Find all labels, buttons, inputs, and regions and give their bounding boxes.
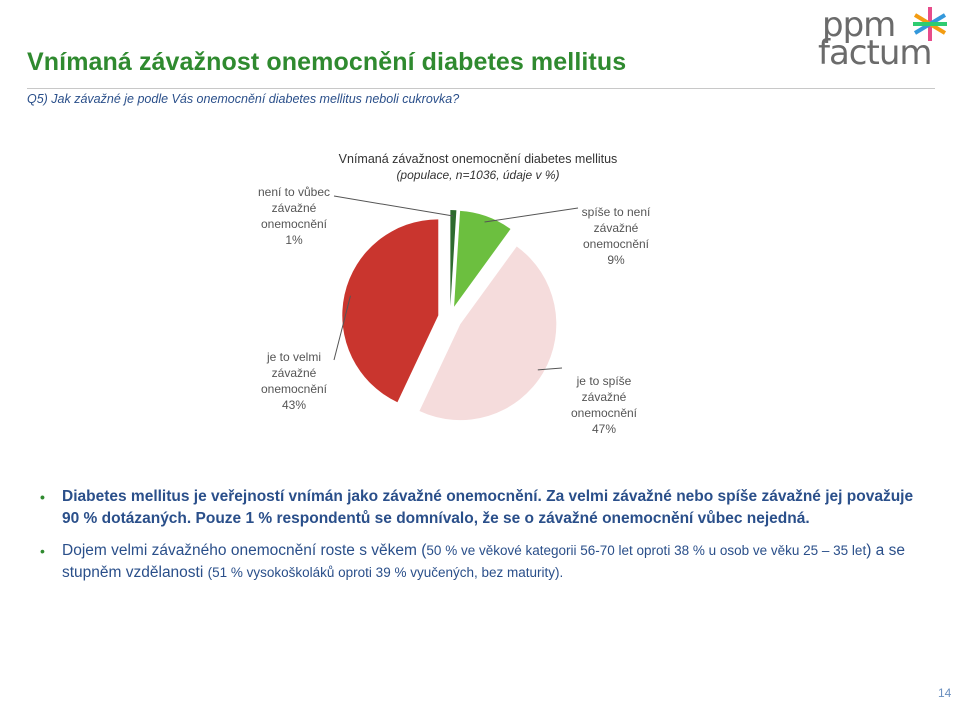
bullet-icon: •	[40, 543, 45, 559]
ppm-factum-logo: ppm factum	[818, 4, 948, 73]
pie-chart: Vnímaná závažnost onemocnění diabetes me…	[258, 152, 651, 436]
finding-1-text: Diabetes mellitus je veřejností vnímán j…	[62, 488, 914, 527]
slice-label-2: je to spíše závažné onemocnění 47%	[571, 374, 638, 436]
pie-slice-2	[419, 246, 557, 421]
finding-2-part1: Dojem velmi závažného onemocnění roste s…	[62, 542, 427, 559]
leader-line-3	[333, 295, 351, 361]
leader-line-0	[333, 195, 454, 217]
finding-2: • Dojem velmi závažného onemocnění roste…	[40, 540, 920, 584]
page-title: Vnímaná závažnost onemocnění diabetes me…	[27, 48, 627, 76]
title-divider	[27, 88, 935, 89]
chart-title: Vnímaná závažnost onemocnění diabetes me…	[339, 152, 618, 166]
slice-label-3: je to velmi závažné onemocnění 43%	[261, 350, 328, 412]
logo-line1: ppm	[822, 5, 896, 45]
slice-label-1: spíše to není závažné onemocnění 9%	[582, 205, 651, 267]
leader-line-2	[537, 367, 563, 371]
finding-2-part3: ) a se stupněm vzdělanosti	[62, 542, 905, 581]
pie-slice-1	[454, 210, 511, 307]
chart-subtitle: (populace, n=1036, údaje v %)	[396, 168, 559, 182]
bullet-icon: •	[40, 489, 45, 505]
pie-slice-0	[450, 210, 457, 307]
page-number: 14	[938, 686, 952, 700]
star-icon	[913, 7, 947, 41]
finding-1: • Diabetes mellitus je veřejností vnímán…	[40, 486, 920, 530]
leader-line-1	[484, 207, 579, 223]
survey-question: Q5) Jak závažné je podle Vás onemocnění …	[27, 92, 460, 106]
pie-slice-3	[342, 219, 439, 403]
finding-2-part2: 50 % ve věkové kategorii 56-70 let oprot…	[426, 543, 867, 558]
slice-label-0: není to vůbec závažné onemocnění 1%	[258, 185, 330, 247]
finding-2-part4: (51 % vysokoškoláků oproti 39 % vyučenýc…	[207, 565, 564, 580]
logo-line2: factum	[818, 33, 932, 73]
findings-list: • Diabetes mellitus je veřejností vnímán…	[40, 486, 920, 594]
